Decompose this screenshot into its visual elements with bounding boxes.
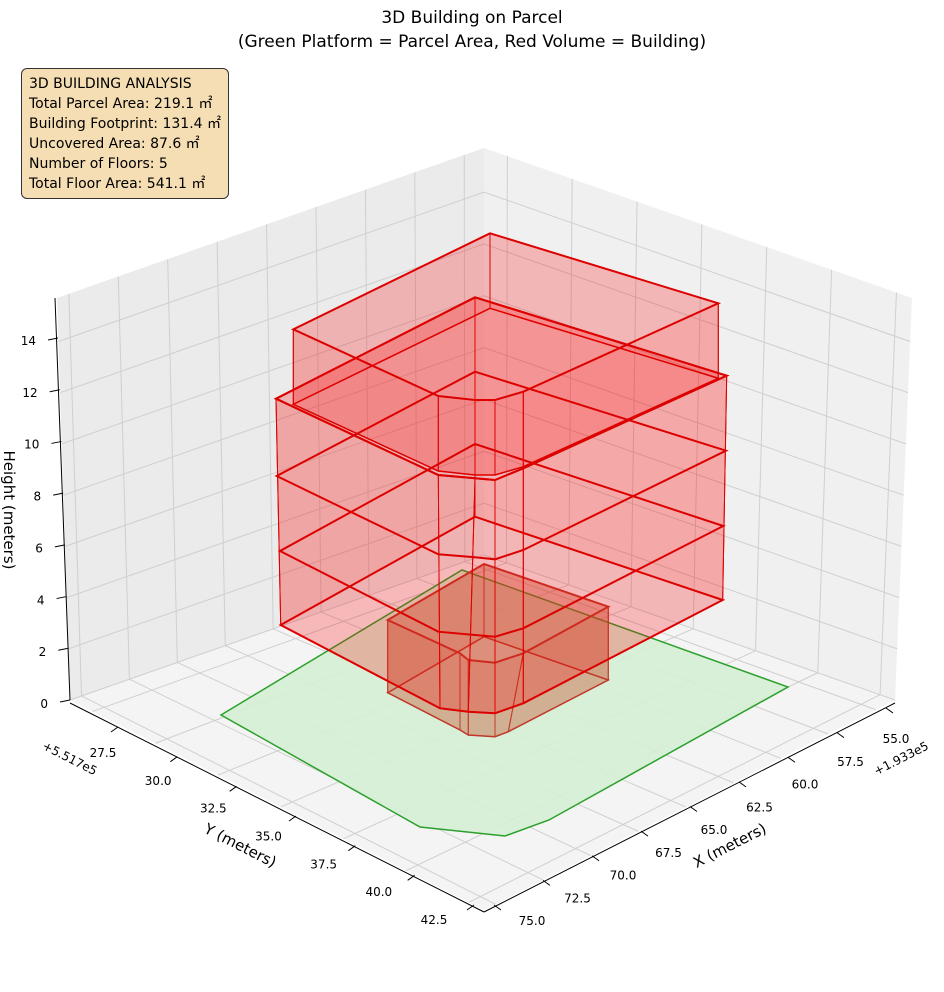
z-gridline — [68, 502, 898, 650]
x-tick-mark — [689, 806, 698, 812]
x-tick-mark — [836, 732, 845, 739]
y-axis-label: Y (meters) — [200, 819, 279, 871]
x-tick-label: 67.5 — [655, 846, 682, 860]
x-tick-label: 72.5 — [564, 891, 591, 905]
z-tick-mark — [56, 596, 67, 600]
y-tick-mark — [229, 785, 237, 792]
x-tick-label: 60.0 — [792, 778, 819, 792]
z-axis-label: Height (meters) — [0, 451, 18, 570]
z-gridline — [61, 295, 906, 445]
x-wall-gridline — [167, 259, 178, 663]
z-tick-mark — [59, 699, 71, 703]
y-wall-gridline — [692, 224, 703, 629]
z-tick-mark — [51, 440, 62, 444]
info-total-floor-area: Total Floor Area: 541.1 ㎡ — [29, 176, 206, 192]
z-gridline — [66, 450, 900, 599]
y-tick-mark — [170, 756, 178, 763]
z-tick-label: 2 — [39, 645, 47, 659]
y-tick-mark — [348, 845, 356, 852]
y-tick-mark — [288, 815, 297, 822]
y-tick-mark — [466, 904, 475, 911]
x-tick-mark — [493, 904, 502, 911]
z-tick-mark — [58, 647, 69, 651]
x-wall-gridline — [315, 207, 322, 613]
y-axis-line — [69, 702, 485, 913]
analysis-info-box: 3D BUILDING ANALYSIS Total Parcel Area: … — [21, 68, 230, 199]
z-tick-label: 0 — [40, 697, 48, 711]
x-gridline — [81, 695, 496, 905]
y-wall-gridline — [505, 156, 508, 563]
x-tick-mark — [591, 855, 600, 862]
z-tick-mark — [49, 389, 60, 393]
x-tick-label: 62.5 — [746, 800, 773, 814]
z-axis-line — [54, 297, 71, 701]
info-floor-count: Number of Floors: 5 — [29, 156, 168, 172]
y-tick-label: 30.0 — [145, 774, 172, 788]
chart-title: 3D Building on Parcel — [381, 8, 563, 28]
z-tick-label: 14 — [21, 334, 36, 348]
x-tick-label: 65.0 — [701, 823, 728, 837]
x-tick-label: 55.0 — [883, 732, 910, 746]
x-wall-gridline — [364, 189, 370, 596]
z-gridline — [63, 347, 904, 496]
x-wall-gridline — [463, 154, 466, 562]
x-tick-mark — [640, 830, 649, 837]
y-tick-label: 40.0 — [365, 885, 392, 899]
y-wall-gridline — [755, 247, 768, 651]
left-wall-pane — [57, 148, 484, 700]
y-wall-gridline — [817, 269, 833, 673]
info-building-footprint: Building Footprint: 131.4 ㎡ — [29, 116, 222, 132]
x-tick-label: 75.0 — [519, 914, 546, 928]
ground-floor-top — [385, 562, 611, 664]
y-wall-gridline — [879, 292, 897, 695]
x-tick-mark — [787, 756, 796, 763]
z-tick-mark — [53, 492, 64, 496]
z-gridline — [58, 191, 911, 342]
y-tick-label: 27.5 — [90, 746, 117, 760]
y-tick-label: 42.5 — [421, 913, 448, 927]
z-tick-label: 12 — [22, 386, 37, 400]
y-gridline — [468, 694, 881, 903]
x-axis-line — [483, 702, 896, 913]
parcel-platform — [219, 569, 790, 837]
z-tick-label: 8 — [34, 490, 42, 504]
floor-outline-4 — [273, 296, 730, 482]
x-wall-gridline — [414, 172, 418, 579]
y-tick-label: 35.0 — [255, 830, 282, 844]
z-tick-label: 6 — [35, 541, 43, 555]
z-tick-label: 10 — [24, 438, 39, 452]
floor-outline-3 — [274, 370, 729, 561]
x-tick-label: 70.0 — [610, 869, 637, 883]
top-floor-bottom — [291, 307, 721, 476]
z-tick-mark — [54, 544, 65, 548]
x-tick-mark — [542, 879, 551, 886]
y-tick-label: 32.5 — [200, 802, 227, 816]
y-wall-gridline — [630, 201, 638, 607]
top-floor-top — [290, 232, 722, 401]
x-tick-label: 57.5 — [837, 755, 864, 769]
y-tick-mark — [110, 726, 119, 733]
x-tick-mark — [885, 707, 894, 714]
info-uncovered-area: Uncovered Area: 87.6 ㎡ — [29, 136, 200, 152]
y-wall-gridline — [568, 178, 573, 585]
z-gridline — [59, 243, 909, 394]
chart-subtitle: (Green Platform = Parcel Area, Red Volum… — [237, 32, 707, 52]
x-wall-gridline — [68, 293, 82, 696]
x-gridline — [464, 561, 877, 711]
y-tick-mark — [407, 874, 415, 881]
z-gridline — [69, 554, 896, 701]
z-tick-label: 4 — [37, 593, 45, 607]
info-heading: 3D BUILDING ANALYSIS — [29, 76, 192, 92]
info-parcel-area: Total Parcel Area: 219.1 ㎡ — [29, 96, 213, 112]
floor-outline-1 — [278, 515, 726, 715]
x-wall-gridline — [266, 224, 274, 629]
z-tick-mark — [47, 337, 59, 341]
x-tick-mark — [738, 781, 747, 788]
x-wall-gridline — [216, 241, 226, 646]
floor-outline-2 — [277, 442, 726, 638]
ground-floor-bottom — [386, 635, 611, 738]
y-tick-label: 37.5 — [310, 857, 337, 871]
x-wall-gridline — [117, 276, 130, 680]
